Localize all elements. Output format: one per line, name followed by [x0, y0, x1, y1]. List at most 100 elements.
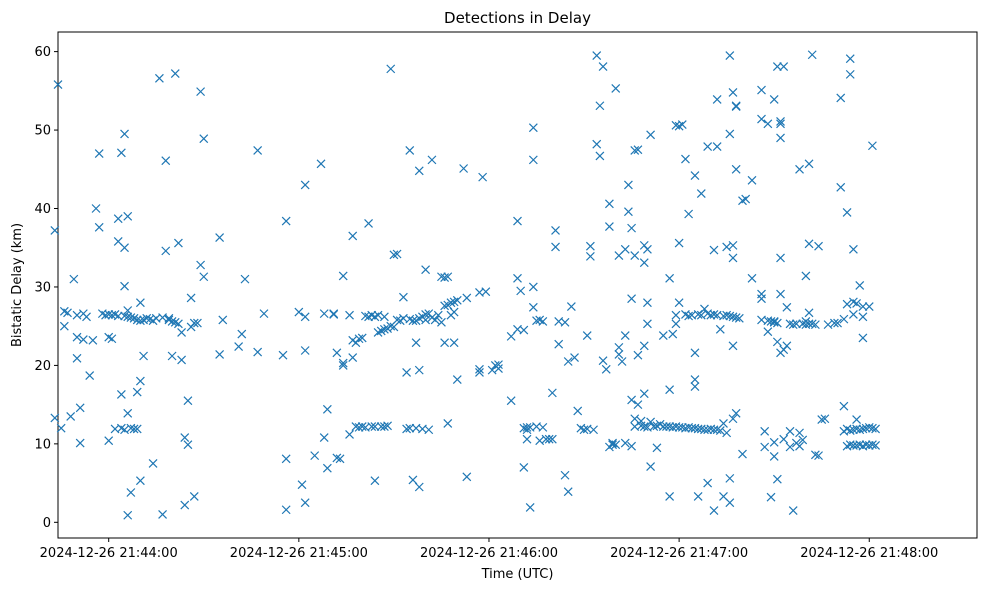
data-point: [506, 396, 516, 406]
data-point: [769, 451, 779, 461]
data-point: [725, 51, 735, 60]
data-point: [858, 302, 868, 311]
data-point: [129, 424, 139, 434]
data-point: [75, 438, 85, 448]
data-point: [614, 342, 624, 352]
data-point: [528, 302, 538, 312]
data-point: [379, 422, 389, 432]
data-point: [725, 473, 735, 483]
data-point: [709, 309, 719, 319]
data-point: [639, 422, 649, 432]
data-point: [791, 319, 801, 329]
data-point: [715, 324, 725, 334]
data-point: [370, 422, 380, 432]
data-point: [795, 428, 804, 438]
data-point: [215, 350, 225, 359]
data-point: [427, 155, 437, 165]
data-point: [592, 51, 602, 60]
data-point: [760, 426, 770, 436]
data-point: [379, 324, 389, 334]
data-point: [189, 491, 199, 501]
chart-title: Detections in Delay: [444, 9, 591, 27]
data-point: [186, 293, 196, 303]
data-point: [154, 73, 164, 83]
data-point: [852, 424, 862, 434]
data-point: [842, 208, 852, 217]
data-point: [845, 69, 855, 79]
data-point: [310, 451, 320, 461]
data-point: [598, 356, 608, 366]
data-point: [357, 422, 367, 432]
data-point: [658, 331, 668, 341]
data-point: [75, 403, 85, 413]
data-point: [595, 101, 605, 111]
data-point: [788, 320, 798, 330]
data-point: [199, 272, 209, 282]
data-point: [85, 371, 95, 381]
data-point: [383, 421, 392, 431]
data-point: [462, 293, 472, 303]
y-tick-label: 10: [34, 437, 51, 452]
data-point: [757, 114, 766, 124]
data-point: [414, 166, 424, 176]
data-point: [189, 318, 199, 328]
data-point: [776, 119, 785, 129]
data-point: [357, 333, 367, 343]
data-point: [494, 364, 503, 373]
data-point: [757, 294, 766, 304]
data-point: [639, 389, 649, 399]
data-point: [452, 375, 462, 384]
data-point: [836, 182, 846, 192]
data-point: [421, 315, 431, 325]
data-point: [449, 338, 459, 348]
data-point: [741, 194, 751, 204]
x-axis-label: Time (UTC): [481, 567, 554, 582]
data-point: [772, 62, 782, 71]
data-point: [585, 251, 595, 261]
data-point: [779, 62, 789, 71]
data-point: [785, 319, 795, 329]
data-point: [690, 171, 700, 180]
data-point: [665, 273, 675, 283]
data-point: [348, 353, 358, 362]
data-point: [639, 258, 649, 268]
data-point: [630, 146, 640, 155]
data-point: [424, 425, 434, 435]
data-point: [769, 437, 779, 447]
data-point: [547, 434, 557, 444]
data-point: [848, 309, 858, 319]
data-point: [170, 69, 180, 79]
data-point: [643, 319, 652, 329]
x-tick-label: 2024-12-26 21:47:00: [610, 546, 748, 561]
data-point: [563, 487, 573, 497]
data-point: [300, 498, 310, 508]
data-point: [766, 492, 776, 502]
data-point: [570, 353, 579, 362]
x-tick-label: 2024-12-26 21:45:00: [230, 546, 368, 561]
data-point: [148, 459, 158, 468]
data-point: [725, 498, 735, 508]
data-point: [848, 425, 858, 435]
data-point: [668, 422, 678, 432]
data-point: [234, 342, 244, 352]
data-point: [132, 315, 142, 325]
data-point: [573, 406, 583, 416]
data-point: [836, 93, 846, 103]
data-point: [776, 117, 785, 126]
data-point: [788, 506, 798, 515]
data-point: [820, 414, 830, 424]
data-point: [817, 415, 827, 424]
data-point: [421, 265, 431, 275]
data-point: [116, 148, 126, 158]
data-point: [370, 476, 380, 486]
data-point: [139, 351, 148, 361]
data-point: [332, 453, 342, 463]
data-point: [56, 423, 66, 433]
data-point: [728, 414, 738, 424]
data-point: [177, 355, 187, 365]
data-point: [443, 272, 453, 282]
data-point: [867, 440, 877, 450]
data-point: [522, 434, 532, 444]
data-point: [785, 426, 795, 436]
data-point: [414, 482, 424, 492]
